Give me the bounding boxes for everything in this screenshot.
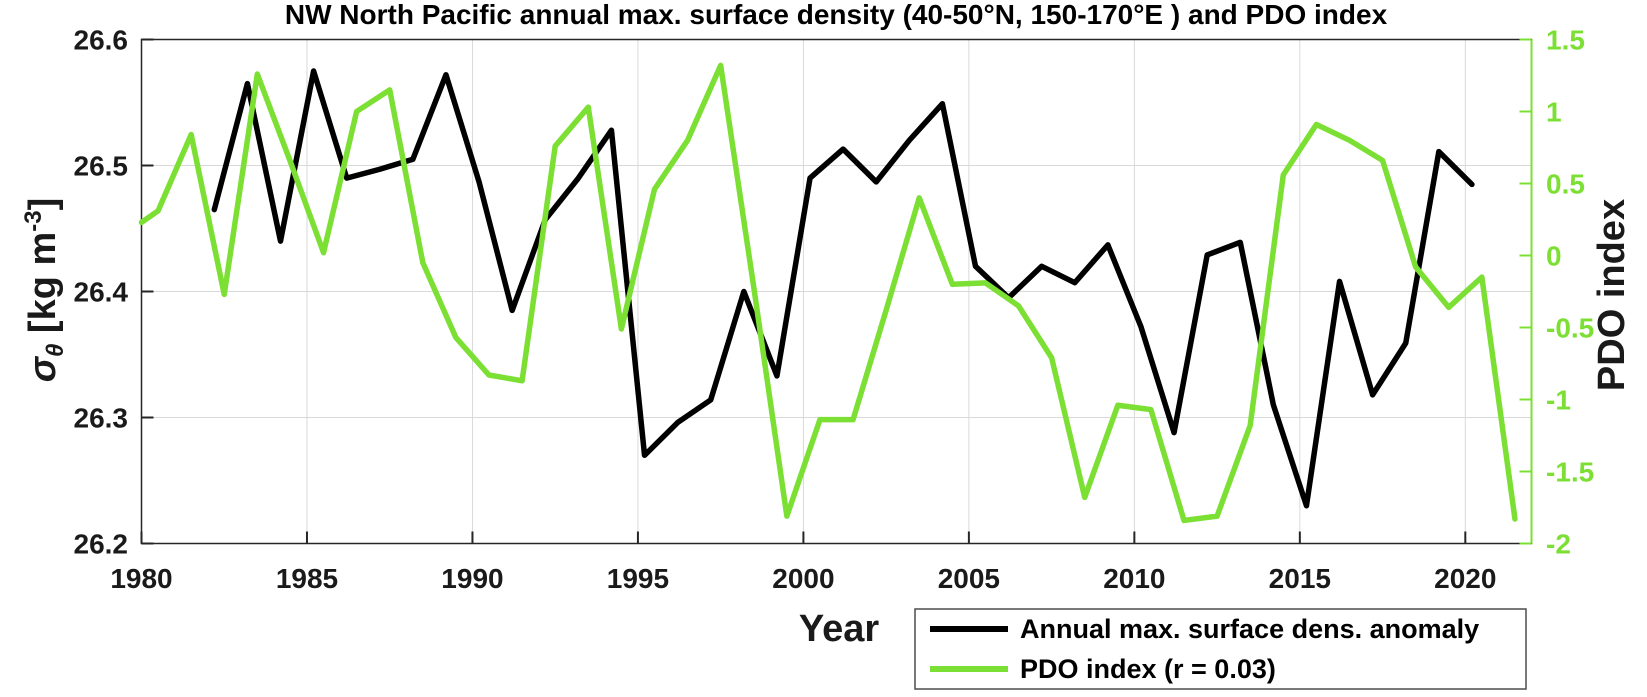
units-text: [kg m — [22, 232, 64, 344]
legend-label-pdo: PDO index (r = 0.03) — [1020, 654, 1276, 684]
y-tick-label-right: -1.5 — [1546, 457, 1594, 488]
y-tick-label-right: -2 — [1546, 529, 1571, 560]
series-line-pdo — [138, 62, 1518, 524]
y-tick-label-left: 26.2 — [74, 529, 129, 560]
bracket-close: ] — [22, 198, 64, 211]
y-tick-label-right: 0 — [1546, 241, 1562, 272]
chart-title: NW North Pacific annual max. surface den… — [285, 0, 1388, 30]
theta-subscript: θ — [42, 344, 69, 357]
grid-lines — [141, 39, 1532, 544]
x-tick-label: 1985 — [276, 563, 338, 594]
data-series — [138, 62, 1518, 524]
x-tick-label: 1990 — [441, 563, 503, 594]
x-tick-label: 2015 — [1269, 563, 1331, 594]
y-tick-label-left: 26.5 — [74, 151, 129, 182]
y-tick-label-right: -1 — [1546, 385, 1571, 416]
x-tick-label: 2005 — [938, 563, 1000, 594]
y-tick-label-left: 26.6 — [74, 25, 129, 56]
y-tick-label-right: 1.5 — [1546, 25, 1585, 56]
y-tick-label-right: 1 — [1546, 97, 1562, 128]
y-axis-label-left: σθ [kg m-3] — [20, 198, 69, 383]
y-tick-label-right: 0.5 — [1546, 169, 1585, 200]
exponent-text: -3 — [20, 210, 47, 231]
x-tick-label: 2010 — [1103, 563, 1165, 594]
legend-box — [914, 608, 1527, 690]
series-line-density — [211, 68, 1475, 509]
x-tick-label: 2020 — [1434, 563, 1496, 594]
x-tick-label: 2000 — [772, 563, 834, 594]
y-tick-label-left: 26.4 — [74, 277, 129, 308]
y-tick-label-right: -0.5 — [1546, 313, 1594, 344]
sigma-symbol: σ — [22, 355, 64, 382]
y-axis-label-right: PDO index — [1591, 199, 1633, 391]
axis-ticks: 1980 1985 1990 1995 2000 2005 2010 2015 2020 26.2… — [74, 25, 1595, 595]
legend-label-density: Annual max. surface dens. anomaly — [1020, 614, 1479, 644]
x-tick-label: 1995 — [607, 563, 669, 594]
y-tick-label-left: 26.3 — [74, 403, 129, 434]
legend: Annual max. surface dens. anomaly PDO in… — [914, 608, 1527, 690]
x-axis-label: Year — [799, 608, 880, 650]
x-tick-label: 1980 — [110, 563, 172, 594]
